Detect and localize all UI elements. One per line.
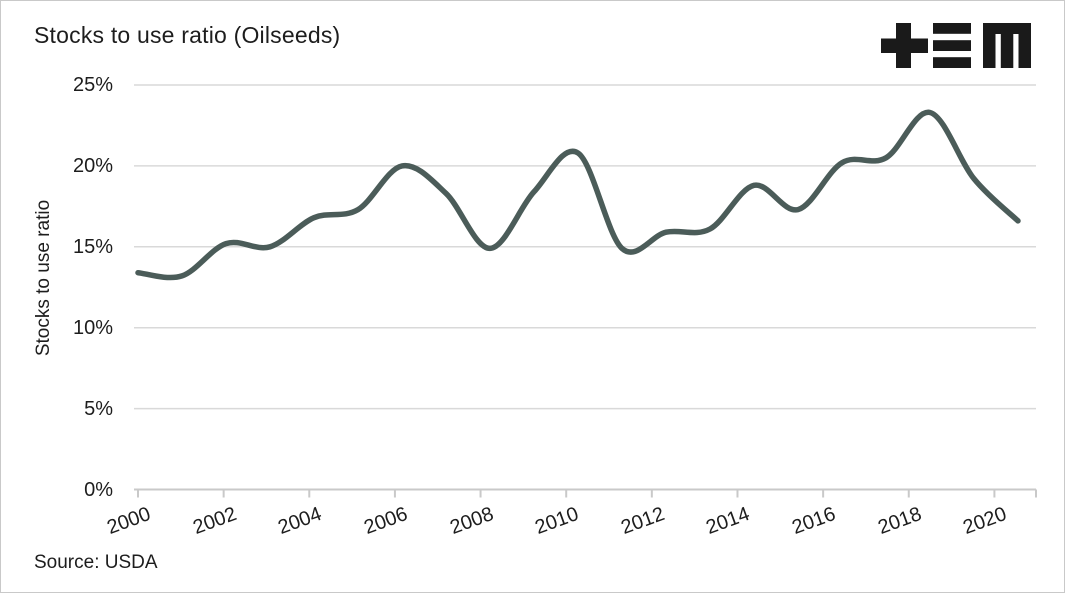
y-tick-label: 15%	[72, 235, 113, 258]
brand-logo	[881, 23, 1031, 68]
chart-title: Stocks to use ratio (Oilseeds)	[34, 22, 341, 48]
y-tick-label: 25%	[72, 74, 113, 96]
triple-bar-icon	[933, 23, 971, 68]
block-m-icon	[983, 23, 1031, 68]
data-line	[135, 109, 1021, 281]
y-tick-label: 0%	[84, 478, 113, 501]
y-tick-label: 20%	[72, 154, 113, 177]
y-tick-label: 10%	[72, 316, 113, 339]
x-axis	[134, 488, 1037, 498]
source-note: Source: USDA	[34, 552, 158, 573]
plus-icon	[881, 23, 928, 68]
y-tick-label: 5%	[84, 397, 113, 420]
